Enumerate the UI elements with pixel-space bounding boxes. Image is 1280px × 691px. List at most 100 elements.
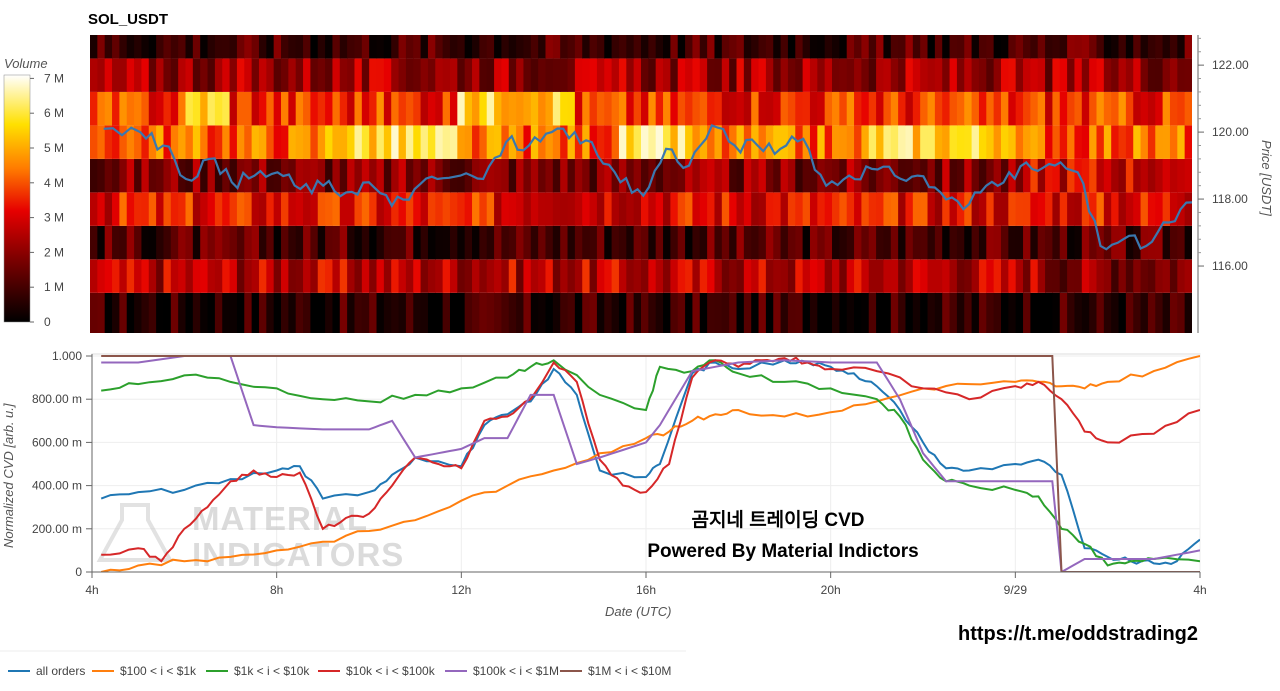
heatmap-cell — [317, 91, 326, 126]
heatmap-cell — [1125, 292, 1134, 333]
heatmap-cell — [442, 35, 451, 59]
heatmap-cell — [633, 35, 642, 59]
heatmap-cell — [420, 225, 429, 260]
heatmap-cell — [1067, 292, 1076, 333]
heatmap-cell — [332, 225, 341, 260]
heatmap-cell — [560, 35, 569, 59]
legend-label[interactable]: all orders — [36, 664, 85, 678]
legend: all orders $100 < i < $1k $1k < i < $10k $1… — [0, 650, 686, 678]
heatmap-cell — [185, 91, 194, 126]
heatmap-cell — [141, 292, 150, 333]
heatmap-cell — [721, 292, 730, 333]
heatmap-cell — [1037, 91, 1046, 126]
heatmap-cell — [1074, 259, 1083, 293]
heatmap-cell — [890, 192, 899, 226]
heatmap-cell — [751, 35, 760, 59]
heatmap-cell — [126, 35, 135, 59]
heatmap-cell — [530, 158, 539, 193]
heatmap-cell — [148, 192, 157, 226]
heatmap-cell — [787, 292, 796, 333]
heatmap-cell — [420, 158, 429, 193]
heatmap-cell — [795, 125, 804, 159]
heatmap-cell — [560, 225, 569, 260]
heatmap-cell — [685, 58, 694, 92]
cvd-series-line — [100, 355, 1200, 572]
heatmap-cell — [332, 292, 341, 333]
heatmap-cell — [729, 158, 738, 193]
legend-label[interactable]: $100 < i < $1k — [120, 664, 197, 678]
heatmap-cell — [1045, 125, 1054, 159]
colorbar-label: Volume — [4, 56, 48, 71]
heatmap-cell — [126, 125, 135, 159]
heatmap-cell — [721, 91, 730, 126]
cvd-y-tick-label: 0 — [75, 565, 82, 579]
heatmap-cell — [325, 158, 334, 193]
heatmap-cell — [1140, 225, 1149, 260]
heatmap-cell — [90, 58, 98, 92]
heatmap-cell — [1074, 125, 1083, 159]
heatmap-cell — [854, 125, 862, 159]
heatmap-cell — [809, 192, 818, 226]
heatmap-cell — [1052, 35, 1061, 59]
heatmap-cell — [1155, 259, 1164, 293]
heatmap-cell — [729, 292, 738, 333]
heatmap-cell — [663, 292, 671, 333]
heatmap-cell — [1052, 225, 1061, 260]
heatmap-cell — [354, 225, 363, 260]
heatmap-cell — [369, 225, 378, 260]
heatmap-cell — [934, 259, 943, 293]
heatmap-cell — [1023, 158, 1031, 193]
heatmap-cell — [560, 58, 569, 92]
telegram-url[interactable]: https://t.me/oddstrading2 — [958, 623, 1198, 645]
heatmap-cell — [538, 158, 547, 193]
heatmap-cell — [736, 292, 745, 333]
heatmap-cell — [751, 259, 760, 293]
heatmap-cell — [890, 35, 899, 59]
heatmap-cell — [1059, 225, 1068, 260]
legend-label[interactable]: $1M < i < $10M — [588, 664, 671, 678]
heatmap-cell — [1118, 259, 1127, 293]
heatmap-cell — [1177, 158, 1186, 193]
heatmap-cell — [119, 91, 128, 126]
heatmap-cell — [1111, 58, 1120, 92]
heatmap-cell — [295, 58, 304, 92]
heatmap-cell — [692, 158, 701, 193]
heatmap-cell — [1037, 158, 1046, 193]
heatmap-cell — [699, 225, 708, 260]
heatmap-cell — [692, 125, 701, 159]
heatmap-cell — [839, 35, 848, 59]
heatmap-cell — [163, 259, 172, 293]
legend-label[interactable]: $1k < i < $10k — [234, 664, 310, 678]
heatmap-cell — [721, 58, 730, 92]
heatmap-cell — [618, 192, 627, 226]
heatmap-cell — [148, 225, 157, 260]
heatmap-cell — [178, 125, 187, 159]
heatmap-cell — [817, 292, 826, 333]
heatmap-cell — [420, 292, 429, 333]
colorbar-tick-label: 1 M — [44, 280, 64, 294]
heatmap-cell — [354, 158, 363, 193]
heatmap-cell — [405, 192, 414, 226]
heatmap-cell — [281, 292, 289, 333]
heatmap-cell — [1133, 292, 1142, 333]
heatmap-cell — [780, 292, 789, 333]
heatmap-cell — [295, 91, 304, 126]
heatmap-cell — [883, 192, 892, 226]
heatmap-cell — [207, 158, 216, 193]
legend-label[interactable]: $100k < i < $1M — [473, 664, 559, 678]
heatmap-cell — [354, 259, 363, 293]
heatmap-cell — [986, 259, 995, 293]
heatmap-cell — [949, 192, 958, 226]
heatmap-cell — [303, 35, 311, 59]
heatmap-cell — [1037, 125, 1046, 159]
heatmap-cell — [104, 35, 113, 59]
heatmap-cell — [567, 158, 576, 193]
cvd-y-tick-label: 400.00 m — [32, 479, 82, 493]
heatmap-cell — [1125, 259, 1134, 293]
heatmap-cell — [317, 292, 326, 333]
heatmap-cell — [295, 125, 304, 159]
heatmap-cell — [934, 292, 943, 333]
heatmap-cell — [1169, 225, 1178, 260]
legend-label[interactable]: $10k < i < $100k — [346, 664, 436, 678]
heatmap-cell — [273, 91, 282, 126]
